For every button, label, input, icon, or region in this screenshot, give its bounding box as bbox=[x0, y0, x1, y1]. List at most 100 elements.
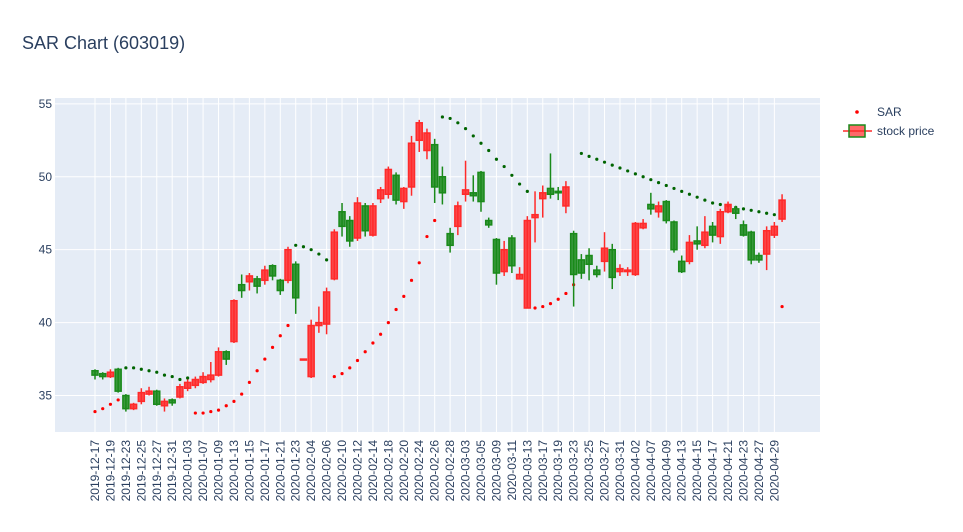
sar-point bbox=[216, 408, 221, 412]
sar-point bbox=[309, 248, 313, 252]
sar-point bbox=[741, 207, 746, 211]
sar-point bbox=[340, 372, 344, 376]
sar-point bbox=[417, 261, 421, 265]
sar-point bbox=[193, 411, 197, 415]
candle-body bbox=[237, 283, 246, 292]
candle-body bbox=[160, 400, 169, 407]
x-tick-label: 2020-01-21 bbox=[273, 440, 287, 502]
candle-body bbox=[423, 132, 431, 152]
candle-body bbox=[492, 238, 501, 274]
legend-item[interactable]: SAR bbox=[855, 105, 902, 119]
legend-label: stock price bbox=[877, 124, 935, 138]
y-tick-label: 45 bbox=[39, 243, 53, 257]
candle-body bbox=[716, 211, 725, 238]
x-tick-label: 2020-02-04 bbox=[304, 440, 318, 502]
y-tick-label: 50 bbox=[39, 170, 53, 184]
sar-point bbox=[703, 198, 707, 202]
sar-point bbox=[695, 195, 699, 199]
x-tick-label: 2020-02-28 bbox=[443, 440, 457, 502]
x-tick-label: 2020-03-05 bbox=[474, 440, 488, 502]
candle-body bbox=[454, 205, 462, 228]
candle-body bbox=[114, 368, 122, 392]
candle-body bbox=[291, 263, 300, 299]
candle-body bbox=[732, 208, 740, 214]
candle-body bbox=[523, 219, 532, 309]
sar-point bbox=[294, 243, 298, 247]
x-tick-label: 2020-04-23 bbox=[736, 440, 750, 502]
sar-point bbox=[132, 366, 136, 370]
candle-body bbox=[346, 219, 354, 242]
sar-point bbox=[525, 189, 529, 193]
sar-point bbox=[147, 369, 151, 373]
sar-point bbox=[386, 321, 390, 325]
candle-body bbox=[600, 247, 609, 263]
sar-point bbox=[456, 121, 460, 125]
sar-point bbox=[772, 213, 776, 217]
candle-body bbox=[755, 254, 763, 261]
candle-body bbox=[461, 189, 470, 196]
sar-point bbox=[656, 180, 661, 185]
sar-point bbox=[325, 258, 329, 262]
legend-marker bbox=[848, 124, 866, 138]
sar-point bbox=[286, 323, 290, 328]
candle-body bbox=[276, 279, 285, 292]
sar-point bbox=[471, 134, 475, 138]
sar-point bbox=[533, 306, 537, 310]
sar-point bbox=[510, 173, 514, 177]
sar-point bbox=[494, 157, 499, 161]
sar-point bbox=[270, 345, 275, 350]
sar-point bbox=[780, 304, 784, 309]
sar-point bbox=[641, 175, 645, 179]
candle-body bbox=[253, 278, 261, 287]
sar-point bbox=[155, 370, 159, 374]
candle-body bbox=[268, 264, 277, 277]
x-tick-label: 2020-03-03 bbox=[459, 440, 473, 502]
sar-point bbox=[564, 291, 568, 296]
candle-body bbox=[122, 394, 130, 410]
candle-body bbox=[384, 168, 393, 196]
candle-body bbox=[137, 391, 146, 403]
candle-body bbox=[214, 351, 223, 376]
sar-point bbox=[209, 409, 213, 414]
sar-point bbox=[301, 245, 306, 249]
candle-body bbox=[307, 324, 315, 378]
y-tick-label: 40 bbox=[39, 316, 53, 330]
candle-body bbox=[670, 221, 678, 251]
candle-body bbox=[639, 222, 647, 229]
sar-point bbox=[610, 163, 614, 167]
candle-body bbox=[299, 358, 308, 361]
candle-body bbox=[654, 205, 663, 213]
sar-point bbox=[518, 182, 522, 186]
x-tick-label: 2020-01-23 bbox=[289, 440, 303, 502]
sar-point bbox=[448, 116, 452, 121]
sar-point bbox=[618, 166, 622, 170]
candle-body bbox=[585, 254, 593, 266]
sar-point bbox=[101, 407, 105, 411]
x-tick-label: 2020-02-20 bbox=[397, 440, 411, 502]
sar-point bbox=[757, 210, 761, 214]
sar-point bbox=[317, 252, 321, 256]
candle-body bbox=[199, 375, 207, 384]
candle-body bbox=[701, 231, 709, 247]
candle-body bbox=[106, 371, 115, 378]
sar-point bbox=[394, 307, 398, 312]
legend-item[interactable]: stock price bbox=[843, 124, 935, 138]
legend-label: SAR bbox=[877, 105, 902, 119]
x-tick-label: 2020-04-09 bbox=[659, 440, 673, 502]
candle-body bbox=[207, 374, 215, 381]
sar-point bbox=[718, 202, 722, 207]
sar-point bbox=[602, 160, 607, 164]
sar-point bbox=[587, 154, 591, 158]
candle-body bbox=[569, 232, 578, 276]
sar-point bbox=[409, 278, 414, 282]
x-tick-label: 2020-03-25 bbox=[582, 440, 596, 502]
candle-body bbox=[531, 213, 539, 219]
candle-body bbox=[315, 321, 323, 327]
x-tick-label: 2020-01-13 bbox=[227, 440, 241, 502]
sar-point bbox=[402, 294, 406, 298]
sar-point bbox=[664, 183, 668, 188]
candle-body bbox=[677, 260, 686, 273]
candle-body bbox=[562, 186, 570, 207]
sar-point bbox=[548, 302, 553, 306]
candle-body bbox=[407, 142, 416, 188]
